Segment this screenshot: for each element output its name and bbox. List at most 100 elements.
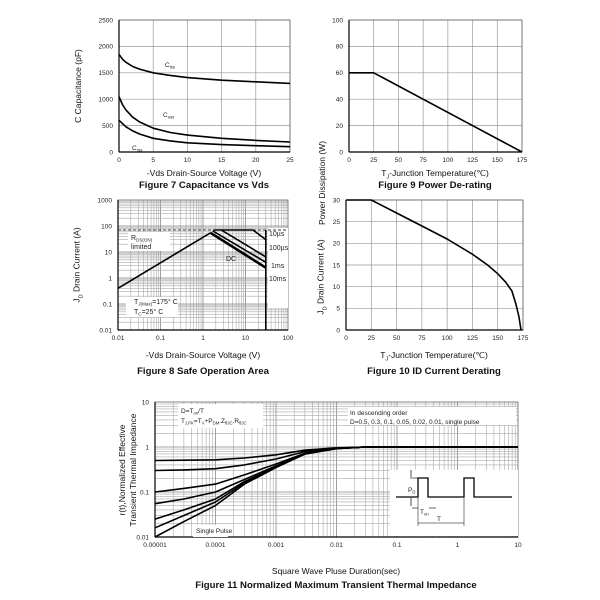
fig8-10ms-label: 10ms [269, 276, 287, 283]
fig10-ylabel-j: J [315, 310, 326, 315]
fig8-rds-label: RDS(ON) [131, 235, 153, 243]
fig11-formula-label-sub: θJC [239, 421, 247, 426]
fig8-y-tick-label: 0.01 [99, 327, 112, 334]
fig11-formula-label-sub: J,PK [185, 421, 194, 426]
fig11-x-tick-label: 0.001 [268, 542, 285, 549]
fig8-ylabel-j: J [71, 298, 82, 303]
fig9-xlabel: TJ-Junction Temperature(℃) [381, 168, 489, 181]
fig10-y-tick-label: 15 [333, 262, 341, 269]
fig8-limited-label: limited [131, 244, 151, 251]
fig10-x-tick-label: 25 [368, 335, 376, 342]
fig8-x-tick-label: 0.1 [156, 335, 165, 342]
fig11-x-tick-label: 0.1 [392, 542, 401, 549]
fig10-xlabel: TJ-Junction Temperature(℃) [380, 350, 488, 363]
fig9-title: Figure 9 Power De-rating [378, 180, 492, 191]
fig8-10us-label: 10µs [269, 231, 285, 238]
fig7-label-coss: Coss [163, 112, 174, 120]
fig10-y-tick-label: 5 [336, 306, 340, 313]
fig8-series-line-10-s [213, 229, 267, 241]
fig8-x-tick-label: 0.01 [112, 335, 125, 342]
fig9-y-tick-label: 0 [339, 149, 343, 156]
fig7-series-line-ciss [118, 53, 291, 85]
fig10-ylabel: JD Drain Current (A) [316, 239, 329, 314]
fig11-x-tick-label: 0.00001 [143, 542, 167, 549]
fig10-title: Figure 10 ID Current Derating [367, 366, 501, 377]
fig10-x-tick-label: 175 [518, 335, 529, 342]
fig11-formula-label-sub: θJC [225, 421, 233, 426]
fig9-y-tick-label: 20 [336, 123, 344, 130]
fig10-y-tick-label: 10 [333, 284, 341, 291]
fig11-series-line-single-pulse [154, 446, 518, 538]
fig8-x-tick-label: 100 [283, 335, 294, 342]
fig11-inset-ton-label: Ton [420, 509, 429, 517]
fig8-1ms-label: 1ms [271, 263, 285, 270]
fig9-xlabel-sub: J [386, 174, 390, 181]
fig7-x-tick-label: 0 [117, 157, 121, 164]
fig11-order-line2: D=0.5, 0.3, 0.1, 0.05, 0.02, 0.01, singl… [350, 419, 480, 426]
fig9-y-tick-label: 40 [336, 97, 344, 104]
fig8-ylabel: JD Drain Current (A) [72, 227, 85, 302]
fig8-tjmax-label: TJ(Max)=175° C [134, 298, 178, 307]
fig10-x-tick-label: 150 [492, 335, 503, 342]
fig7-label-crss: Crss [132, 145, 142, 153]
fig7-x-tick-label: 10 [184, 157, 192, 164]
fig7-x-tick-label: 15 [218, 157, 226, 164]
fig7-y-tick-label: 1500 [99, 70, 114, 77]
fig11-y-tick-label: 1 [145, 444, 149, 451]
fig9-x-tick-label: 100 [442, 157, 453, 164]
fig9-x-tick-label: 75 [420, 157, 428, 164]
fig7-plot-frame [118, 19, 291, 153]
fig8-100us-label: 100µs [269, 245, 289, 252]
fig8-series-line-1 [117, 232, 211, 289]
fig11-inset-pd-label-part: P [408, 487, 412, 494]
fig11-ylabel-line1: r(t),Normalized Effective [117, 424, 127, 516]
fig7-y-tick-label: 0 [109, 149, 113, 156]
fig11-duty-label-sub: on [193, 411, 198, 416]
fig7-x-tick-label: 20 [252, 157, 260, 164]
fig8-ylabel-rest: Drain Current (A) [71, 227, 82, 295]
fig8-y-tick-label: 10 [105, 249, 113, 256]
fig11-x-tick-label: 0.0001 [206, 542, 226, 549]
fig9-y-tick-label: 60 [336, 70, 344, 77]
fig10-ylabel-sub: D [322, 306, 329, 311]
fig9-x-tick-label: 50 [395, 157, 403, 164]
fig10-ylabel-rest: Drain Current (A) [315, 239, 326, 307]
fig9-xlabel-t: T [381, 168, 387, 178]
fig7-label-crss-sub: rss [137, 148, 143, 153]
fig9-x-tick-label: 0 [347, 157, 351, 164]
fig8-x-tick-label: 1 [201, 335, 205, 342]
fig8-ylabel-sub: D [78, 294, 85, 299]
fig7-label-coss-part: C [163, 112, 168, 119]
fig10-x-tick-label: 50 [393, 335, 401, 342]
fig8-xlabel: -Vds Drain-Source Voltage (V) [145, 350, 261, 360]
fig10-x-tick-label: 75 [418, 335, 426, 342]
fig7-x-tick-label: 5 [151, 157, 155, 164]
fig7-title: Figure 7 Capacitance vs Vds [138, 180, 270, 191]
fig7-ylabel: C Capacitance (pF) [73, 49, 83, 123]
fig7-y-tick-label: 500 [102, 123, 113, 130]
fig11-formula-label-sub: A [202, 421, 205, 426]
fig11-order-box [348, 407, 516, 425]
fig8-y-tick-label: 100 [101, 223, 112, 230]
fig11-inset-pd-label: PD [408, 487, 415, 495]
fig11-y-tick-label: 0.01 [136, 534, 149, 541]
fig10-x-tick-label: 100 [442, 335, 453, 342]
fig10-xlabel-rest: -Junction Temperature(℃) [388, 350, 488, 360]
fig10-y-tick-label: 25 [333, 219, 341, 226]
fig11-formula-box [178, 404, 263, 428]
fig7-label-coss-sub: oss [168, 115, 175, 120]
fig8-series-line-1ms [212, 230, 267, 263]
fig8-rds-box [128, 232, 170, 251]
fig10-series-line-0 [346, 199, 522, 331]
fig8-rds-label-sub: DS(ON) [136, 238, 153, 243]
fig7-y-tick-label: 2000 [99, 44, 114, 51]
fig7-xlabel: -Vds Drain-Source Voltage (V) [146, 168, 262, 178]
fig8-tc-label-part: T [134, 309, 139, 316]
fig10-xlabel-sub: J [385, 356, 389, 363]
fig11-formula-label-part: .Z [219, 418, 225, 425]
fig7-label-ciss: Ciss [165, 62, 175, 70]
fig7-x-tick-label: 25 [286, 157, 294, 164]
fig9-x-tick-label: 150 [492, 157, 503, 164]
fig8-tjmax-label-sub: J(Max) [138, 302, 152, 307]
